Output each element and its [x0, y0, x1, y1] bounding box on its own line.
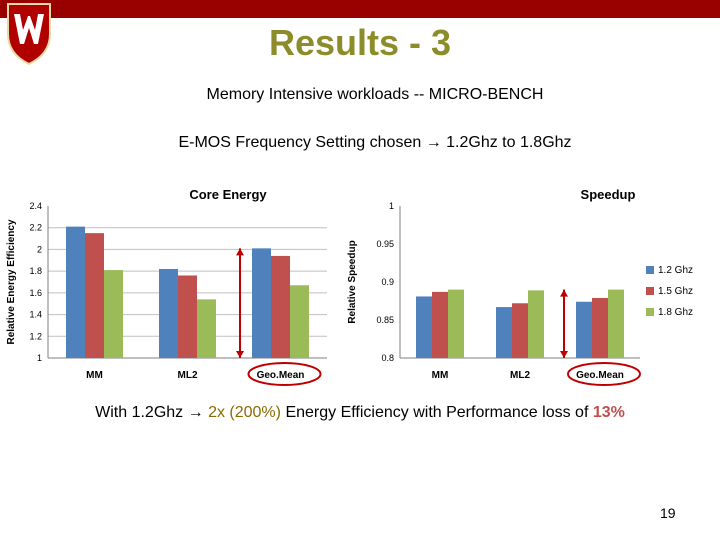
bar-ml2-series3	[197, 299, 216, 358]
x-tick-label: ML2	[178, 370, 198, 381]
bar-ml2-series2	[512, 303, 528, 358]
frequency-setting-label: E-MOS Frequency Setting chosen	[178, 134, 422, 151]
speedup-chart: Relative Speedup Speedup 1 0.95 0.9 0.85 0.8 MM…	[347, 187, 693, 386]
arrow-up-icon	[560, 289, 568, 297]
frequency-range: 1.2Ghz to 1.8Ghz	[446, 134, 572, 151]
bar-ml2-series2	[178, 275, 197, 358]
bar-mm-series1	[416, 296, 432, 358]
x-tick-label: ML2	[510, 370, 530, 381]
bar-mm-series1	[66, 226, 85, 358]
geomean-highlight-ellipse	[567, 362, 641, 386]
bar-ml2-series3	[528, 290, 544, 358]
y-tick-label: 2.4	[29, 201, 42, 211]
page-number: 19	[660, 505, 676, 521]
y-tick-label: 1.8	[29, 266, 42, 276]
x-tick-label: MM	[86, 370, 103, 381]
arrow-right-icon: →	[187, 404, 204, 421]
bar-mm-series2	[85, 233, 104, 358]
arrow-up-icon	[236, 248, 244, 256]
legend-label: 1.2 Ghz	[658, 265, 693, 276]
y-tick-label: 1.4	[29, 310, 42, 320]
arrow-down-icon	[236, 351, 244, 358]
bar-geomean-series2	[592, 297, 608, 358]
university-crest-icon	[7, 3, 51, 66]
bar-ml2-series1	[159, 268, 178, 358]
y-axis-label: Relative Energy Efficiency	[6, 219, 17, 344]
bar-mm-series3	[104, 270, 123, 358]
bar-mm-series3	[448, 289, 464, 358]
x-tick-label: MM	[432, 370, 449, 381]
bar-geomean-series2	[271, 255, 290, 358]
summary-line: With 1.2Ghz → 2x (200%) Energy Efficienc…	[0, 404, 720, 422]
legend-label: 1.8 Ghz	[658, 307, 693, 318]
arrow-right-icon: →	[425, 134, 442, 151]
core-energy-chart: Relative Energy Efficiency Core Energy 2.4…	[6, 187, 327, 386]
slide-subtitle: Memory Intensive workloads -- MICRO-BENC…	[206, 86, 544, 103]
x-tick-label: Geo.Mean	[576, 370, 624, 381]
bar-geomean-series1	[576, 301, 592, 358]
y-tick-label: 0.85	[376, 315, 394, 325]
y-tick-label: 1.2	[29, 331, 42, 341]
bar-geomean-series1	[252, 248, 271, 358]
chart-title: Core Energy	[189, 187, 267, 202]
bar-mm-series2	[432, 291, 448, 358]
legend-label: 1.5 Ghz	[658, 286, 693, 297]
y-tick-label: 0.8	[381, 353, 394, 363]
y-tick-label: 1	[389, 201, 394, 211]
y-tick-label: 1	[37, 353, 42, 363]
efficiency-gain: 2x (200%)	[208, 404, 281, 421]
slide-title: Results - 3	[268, 22, 452, 63]
y-tick-label: 2	[37, 244, 42, 254]
bar-geomean-series3	[608, 289, 624, 358]
performance-loss: 13%	[592, 404, 625, 421]
bar-geomean-series3	[290, 285, 309, 358]
legend-swatch	[646, 266, 654, 274]
bar-ml2-series1	[496, 307, 512, 358]
y-tick-label: 2.2	[29, 223, 42, 233]
y-tick-label: 1.6	[29, 288, 42, 298]
summary-text: Energy Efficiency with Performance loss …	[285, 404, 589, 421]
y-tick-label: 0.9	[381, 277, 394, 287]
frequency-setting-line: E-MOS Frequency Setting chosen → 1.2Ghz …	[0, 134, 720, 152]
geomean-highlight-ellipse	[247, 362, 322, 386]
x-tick-label: Geo.Mean	[257, 370, 305, 381]
legend-swatch	[646, 287, 654, 295]
summary-frequency: With 1.2Ghz	[95, 404, 184, 421]
y-axis-label: Relative Speedup	[347, 240, 358, 323]
chart-title: Speedup	[581, 187, 636, 202]
y-tick-label: 0.95	[376, 239, 394, 249]
legend-swatch	[646, 308, 654, 316]
top-banner	[0, 0, 720, 18]
arrow-down-icon	[560, 351, 568, 358]
